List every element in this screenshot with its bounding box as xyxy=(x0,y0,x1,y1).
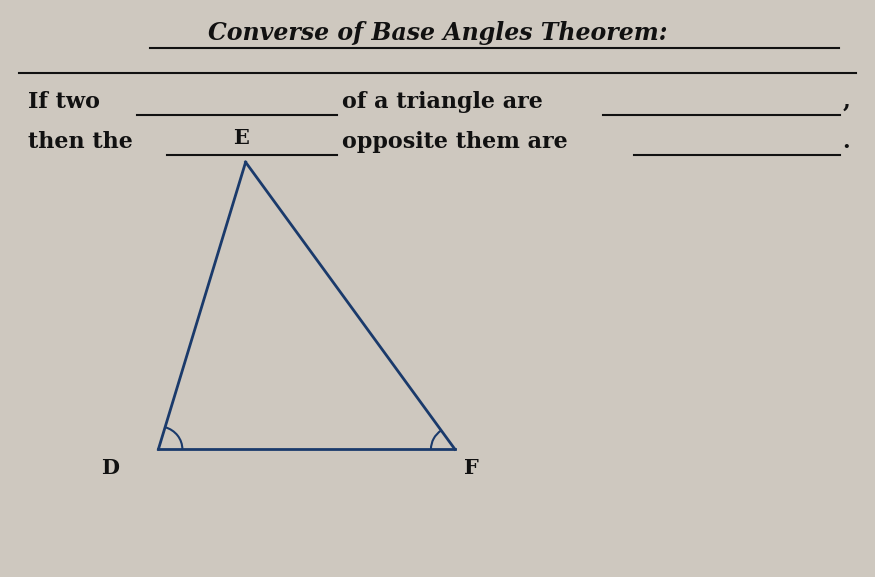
Text: .: . xyxy=(843,131,850,153)
Text: ,: , xyxy=(843,91,850,113)
Text: opposite them are: opposite them are xyxy=(341,131,567,153)
Text: Converse of Base Angles Theorem:: Converse of Base Angles Theorem: xyxy=(207,21,668,45)
Text: D: D xyxy=(102,458,119,478)
Text: If two: If two xyxy=(27,91,100,113)
Text: E: E xyxy=(234,128,249,148)
Text: of a triangle are: of a triangle are xyxy=(341,91,542,113)
Text: F: F xyxy=(464,458,479,478)
Text: then the: then the xyxy=(27,131,132,153)
